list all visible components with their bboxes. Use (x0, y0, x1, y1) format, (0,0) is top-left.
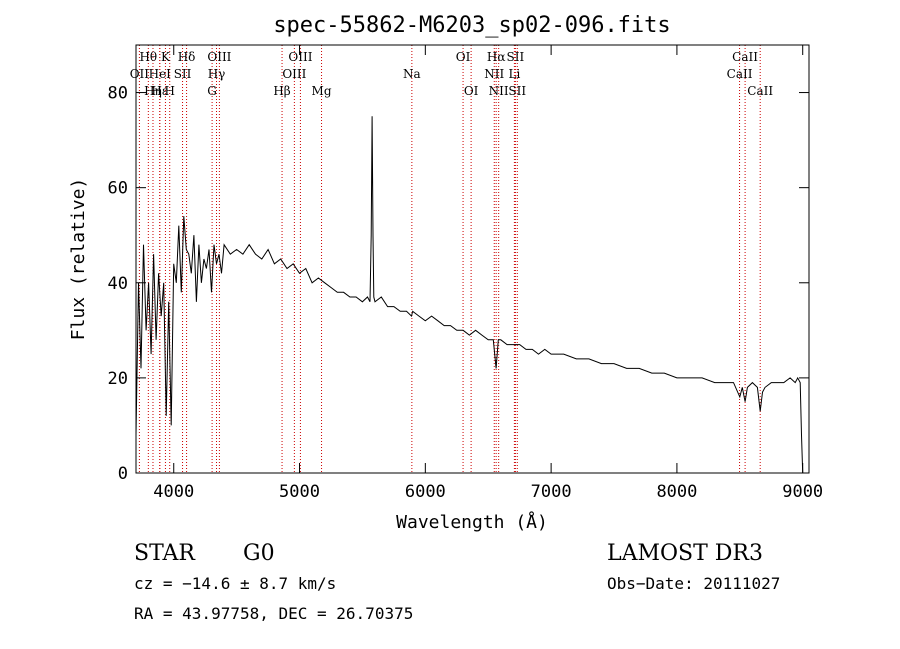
y-tick-label-0: 0 (118, 464, 128, 484)
y-tick-label-80: 80 (108, 84, 128, 104)
y-tick-label-60: 60 (108, 179, 128, 199)
line-label-5: K (161, 50, 171, 64)
x-tick-label-5000: 5000 (279, 482, 320, 502)
y-tick-label-40: 40 (108, 274, 128, 294)
line-label-3: HeI (149, 67, 172, 81)
line-label-15: Mg (312, 84, 332, 98)
y-axis-label: Flux (relative) (68, 178, 89, 341)
line-label-7: H (164, 84, 174, 98)
line-label-1: OII (130, 67, 150, 81)
line-label-19: Hα (487, 50, 506, 64)
line-label-9: OIII (207, 50, 231, 64)
object-class: STAR (134, 541, 196, 566)
line-label-10: Hγ (208, 67, 226, 81)
x-tick-label-8000: 8000 (656, 482, 697, 502)
chart-title: spec-55862-M6203_sp02-096.fits (273, 13, 670, 38)
x-tick-label-4000: 4000 (153, 482, 194, 502)
line-label-25: CaII (732, 50, 758, 64)
line-label-24: SII (508, 84, 526, 98)
line-label-18: OI (464, 84, 479, 98)
line-label-20: NII (484, 67, 504, 81)
line-label-2: Hη (144, 84, 162, 98)
line-label-17: OI (456, 50, 471, 64)
line-label-12: Hβ (273, 84, 290, 98)
flux-series-line (135, 116, 804, 474)
ra-dec: RA = 43.97758, DEC = 26.70375 (134, 604, 413, 623)
object-subclass: G0 (243, 541, 275, 566)
x-tick-label-7000: 7000 (531, 482, 572, 502)
line-label-26: CaII (727, 67, 753, 81)
line-label-13: OIII (288, 50, 312, 64)
line-label-14: OIII (282, 67, 306, 81)
line-label-27: CaII (747, 84, 773, 98)
spectral-line-markers (138, 45, 761, 473)
line-label-16: Na (403, 67, 421, 81)
redshift-cz: cz = −14.6 ± 8.7 km/s (134, 574, 336, 593)
x-tick-label-6000: 6000 (405, 482, 446, 502)
axis-ticks: 4000 5000 6000 7000 8000 9000 0 20 40 60 80 (108, 45, 823, 502)
line-label-0: Hθ (139, 50, 157, 64)
line-label-8: Hδ (178, 50, 196, 64)
y-tick-label-20: 20 (108, 369, 128, 389)
plot-frame (135, 44, 810, 474)
x-tick-label-9000: 9000 (782, 482, 823, 502)
survey-name: LAMOST DR3 (607, 541, 763, 566)
line-label-11: G (207, 84, 217, 98)
x-axis-label: Wavelength (Å) (396, 511, 548, 533)
line-label-4: Hε (151, 84, 168, 98)
line-label-6: SII (174, 67, 192, 81)
obs-date: Obs−Date: 20111027 (607, 574, 780, 593)
line-label-23: Li (508, 67, 520, 81)
line-label-22: SII (507, 50, 525, 64)
line-label-21: NII (489, 84, 509, 98)
